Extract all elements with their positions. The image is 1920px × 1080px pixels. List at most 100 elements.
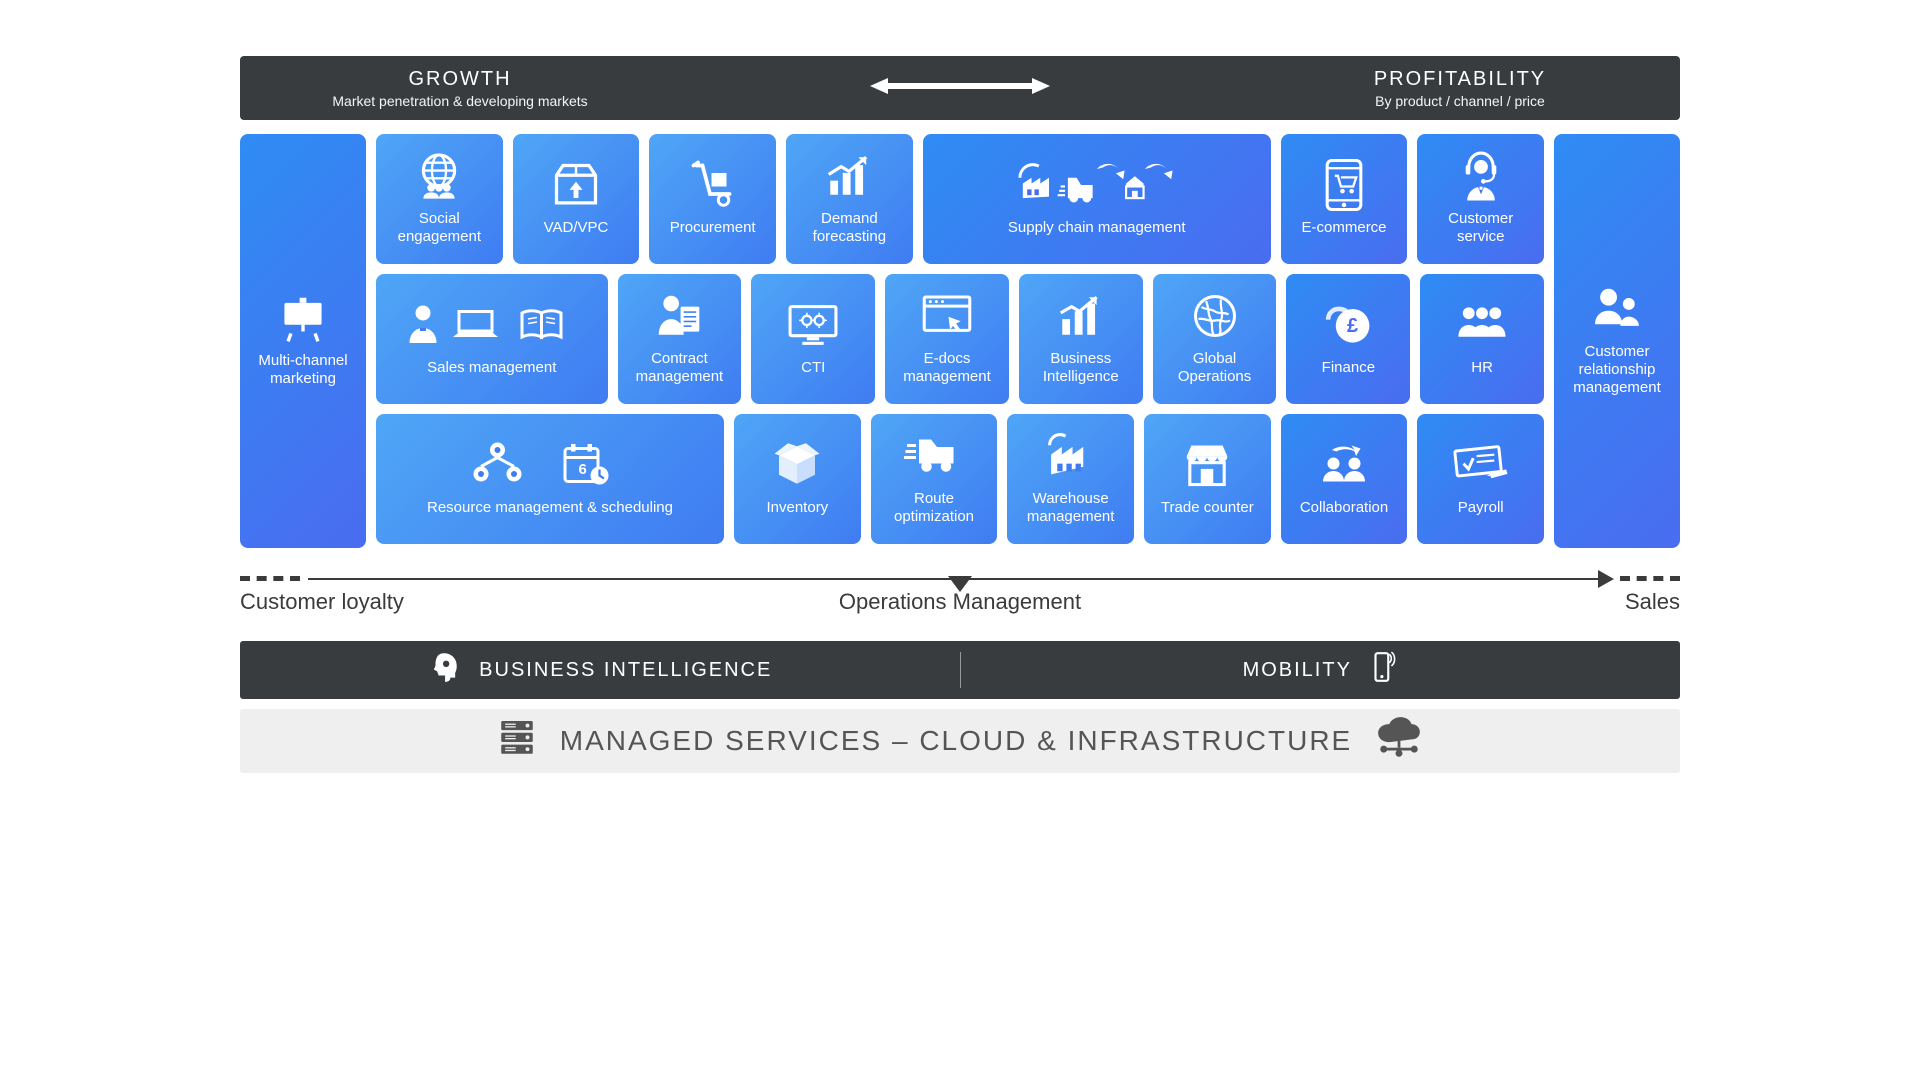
- presentation-screen-icon: [276, 294, 330, 342]
- tile: Customer service: [1417, 134, 1544, 264]
- tile: Supply chain management: [923, 134, 1271, 264]
- org-calendar-icon: 6: [460, 441, 640, 489]
- tile-row: Sales management Contract management CTI E-…: [376, 274, 1544, 404]
- tile-label: VAD/VPC: [544, 219, 609, 237]
- tile-label: Multi-channel marketing: [248, 352, 358, 388]
- tile-label: Supply chain management: [1008, 219, 1186, 237]
- profitability-subtitle: By product / channel / price: [1280, 93, 1640, 109]
- tile: Sales management: [376, 274, 608, 404]
- tile-label: Trade counter: [1161, 499, 1254, 517]
- tile-label: Social engagement: [384, 210, 495, 246]
- tile-row: Social engagement VAD/VPC Procurement Deman…: [376, 134, 1544, 264]
- factory-icon: [1045, 432, 1097, 480]
- spectrum-axis: Customer loyalty Operations Management S…: [240, 576, 1680, 615]
- tile-multi-channel-marketing: Multi-channel marketing: [240, 134, 366, 548]
- profitability-block: PROFITABILITY By product / channel / pri…: [1280, 68, 1640, 109]
- growth-title: GROWTH: [280, 68, 640, 91]
- chart-up-icon: [824, 152, 874, 200]
- tile-label: Customer relationship management: [1562, 343, 1672, 397]
- tile: E-docs management: [885, 274, 1009, 404]
- tile-label: Payroll: [1458, 499, 1504, 517]
- box-up-icon: [550, 161, 602, 209]
- svg-text:£: £: [1347, 315, 1358, 337]
- headset-person-icon: [1458, 152, 1504, 200]
- tile: HR: [1420, 274, 1544, 404]
- tile-label: E-commerce: [1302, 219, 1387, 237]
- double-arrow-icon: [870, 78, 1050, 99]
- tile-label: HR: [1471, 359, 1493, 377]
- tile-label: Collaboration: [1300, 499, 1388, 517]
- tile-label: Finance: [1322, 359, 1375, 377]
- tile: CTI: [751, 274, 875, 404]
- tile: E-commerce: [1281, 134, 1408, 264]
- cloud-network-icon: [1374, 717, 1424, 766]
- svg-text:6: 6: [579, 461, 587, 478]
- tile: £ Finance: [1286, 274, 1410, 404]
- tile: VAD/VPC: [513, 134, 640, 264]
- server-rack-icon: [496, 717, 538, 766]
- phone-signal-icon: [1370, 650, 1398, 690]
- tile: Global Operations: [1153, 274, 1277, 404]
- tile-label: E-docs management: [893, 350, 1001, 386]
- tile-label: Inventory: [766, 499, 828, 517]
- tile-label: Demand forecasting: [794, 210, 905, 246]
- dash-left: [240, 576, 300, 581]
- pound-coins-icon: £: [1322, 301, 1374, 349]
- tile: Warehouse management: [1007, 414, 1134, 544]
- tile-label: Contract management: [626, 350, 734, 386]
- fast-truck-icon: [904, 432, 964, 480]
- midband-right: MOBILITY: [961, 650, 1681, 690]
- growth-subtitle: Market penetration & developing markets: [280, 93, 640, 109]
- midband: BUSINESS INTELLIGENCE MOBILITY: [240, 641, 1680, 699]
- triangle-right-icon: [1598, 570, 1614, 588]
- tile-crm: Customer relationship management: [1554, 134, 1680, 548]
- profitability-title: PROFITABILITY: [1280, 68, 1640, 91]
- tile: Inventory: [734, 414, 861, 544]
- people-icon: [1590, 285, 1644, 333]
- axis-line: [308, 578, 1612, 580]
- tile-label: Sales management: [427, 359, 556, 377]
- tile: Business Intelligence: [1019, 274, 1143, 404]
- tile-rows: Social engagement VAD/VPC Procurement Deman…: [376, 134, 1544, 548]
- top-header-bar: GROWTH Market penetration & developing m…: [240, 56, 1680, 120]
- tile-label: Business Intelligence: [1027, 350, 1135, 386]
- tile: Collaboration: [1281, 414, 1408, 544]
- bottom-band-text: MANAGED SERVICES – CLOUD & INFRASTRUCTUR…: [560, 725, 1353, 757]
- tile-label: Route optimization: [879, 490, 990, 526]
- factory-truck-store-icon: [1017, 161, 1177, 209]
- tile: Route optimization: [871, 414, 998, 544]
- growth-block: GROWTH Market penetration & developing m…: [280, 68, 640, 109]
- tile: Contract management: [618, 274, 742, 404]
- tile: Demand forecasting: [786, 134, 913, 264]
- globe-people-icon: [414, 152, 464, 200]
- cheque-pen-icon: [1453, 441, 1509, 489]
- tile: Payroll: [1417, 414, 1544, 544]
- tile-label: Warehouse management: [1015, 490, 1126, 526]
- tile-label: Procurement: [670, 219, 756, 237]
- bottom-band: MANAGED SERVICES – CLOUD & INFRASTRUCTUR…: [240, 709, 1680, 773]
- window-cursor-icon: [921, 292, 973, 340]
- spectrum-left-label: Customer loyalty: [240, 589, 404, 615]
- person-document-icon: [654, 292, 704, 340]
- people-row-icon: [1454, 301, 1510, 349]
- tile: Trade counter: [1144, 414, 1271, 544]
- spectrum-center-label: Operations Management: [839, 589, 1081, 615]
- tile-label: Customer service: [1425, 210, 1536, 246]
- bar-chart-arrow-icon: [1056, 292, 1106, 340]
- tile-label: Resource management & scheduling: [427, 499, 673, 517]
- head-gear-icon: [427, 650, 461, 690]
- tile-grid: Multi-channel marketing Social engagemen…: [240, 134, 1680, 548]
- globe-icon: [1191, 292, 1239, 340]
- tile: 6 Resource management & scheduling: [376, 414, 724, 544]
- monitor-gears-icon: [787, 301, 839, 349]
- midband-right-text: MOBILITY: [1243, 659, 1352, 682]
- tile: Social engagement: [376, 134, 503, 264]
- storefront-icon: [1182, 441, 1232, 489]
- dash-right: [1620, 576, 1680, 581]
- tile-row: 6 Resource management & scheduling Invento…: [376, 414, 1544, 544]
- hand-truck-icon: [689, 161, 737, 209]
- tile: Procurement: [649, 134, 776, 264]
- midband-left-text: BUSINESS INTELLIGENCE: [479, 659, 772, 682]
- phone-cart-icon: [1324, 161, 1364, 209]
- people-cycle-icon: [1317, 441, 1371, 489]
